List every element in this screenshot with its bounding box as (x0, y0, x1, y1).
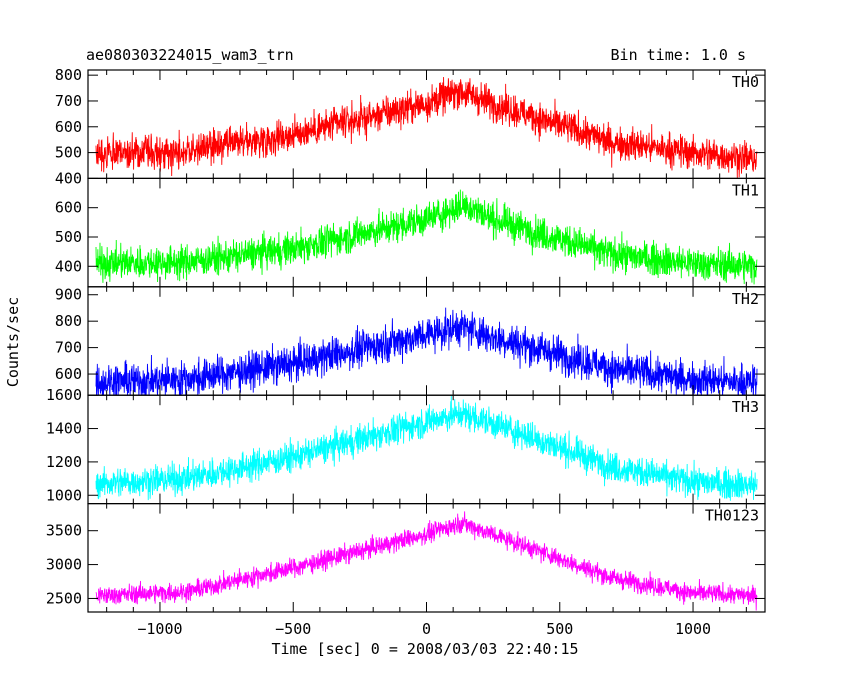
y-axis-label: Counts/sec (4, 297, 22, 387)
x-tick-labels: −1000 −500 0 500 1000 (137, 620, 711, 638)
panel-label: TH0123 (705, 507, 759, 525)
panel-label: TH2 (732, 290, 759, 308)
y-tick-label: 1200 (46, 453, 82, 471)
panel-th2: TH2 600 700 800 900 (55, 286, 766, 396)
chart-subtitle: Bin time: 1.0 s (611, 46, 746, 64)
y-tick-label: 700 (55, 339, 82, 357)
panels: TH0 400 500 600 700 800 TH1 400 500 600 TH2 600 700 8… (46, 66, 766, 613)
x-tick-label: 0 (422, 620, 431, 638)
x-tick-label: −500 (275, 620, 311, 638)
y-tick-label: 600 (55, 365, 82, 383)
series-line-th2 (95, 307, 758, 396)
y-tick-label: 1000 (46, 486, 82, 504)
panel-th1: TH1 400 500 600 (55, 177, 766, 288)
y-tick-label: 800 (55, 66, 82, 84)
y-tick-label: 600 (55, 199, 82, 217)
panel-frame (87, 177, 766, 288)
y-tick-label: 700 (55, 92, 82, 110)
panel-th0123: TH0123 2500 3000 3500 (46, 503, 766, 613)
x-tick-label: 500 (546, 620, 573, 638)
y-tick-label: 2500 (46, 589, 82, 607)
series-line-th0 (95, 77, 758, 179)
y-tick-label: 1400 (46, 420, 82, 438)
panel-label: TH3 (732, 398, 759, 416)
x-tick-label: −1000 (137, 620, 182, 638)
y-tick-label: 600 (55, 118, 82, 136)
panel-label: TH1 (732, 181, 759, 199)
y-tick-label: 1600 (46, 386, 82, 404)
panel-frame (87, 503, 766, 613)
x-axis-label: Time [sec] 0 = 2008/03/03 22:40:15 (271, 640, 578, 658)
y-tick-label: 400 (55, 257, 82, 275)
panel-th3: TH3 1000 1200 1400 1600 (46, 386, 766, 505)
chart-title: ae080303224015_wam3_trn (86, 46, 294, 64)
y-tick-label: 900 (55, 286, 82, 304)
panel-frame (87, 394, 766, 505)
y-tick-label: 3000 (46, 556, 82, 574)
y-tick-label: 500 (55, 228, 82, 246)
series-line-th1 (95, 189, 758, 285)
panel-label: TH0 (732, 73, 759, 91)
y-tick-label: 800 (55, 312, 82, 330)
y-tick-label: 3500 (46, 522, 82, 540)
y-tick-label: 400 (55, 169, 82, 187)
series-line-th0123 (95, 511, 758, 611)
panel-th0: TH0 400 500 600 700 800 (55, 66, 766, 187)
x-tick-label: 1000 (675, 620, 711, 638)
series-line-th3 (95, 396, 758, 501)
y-tick-label: 500 (55, 144, 82, 162)
